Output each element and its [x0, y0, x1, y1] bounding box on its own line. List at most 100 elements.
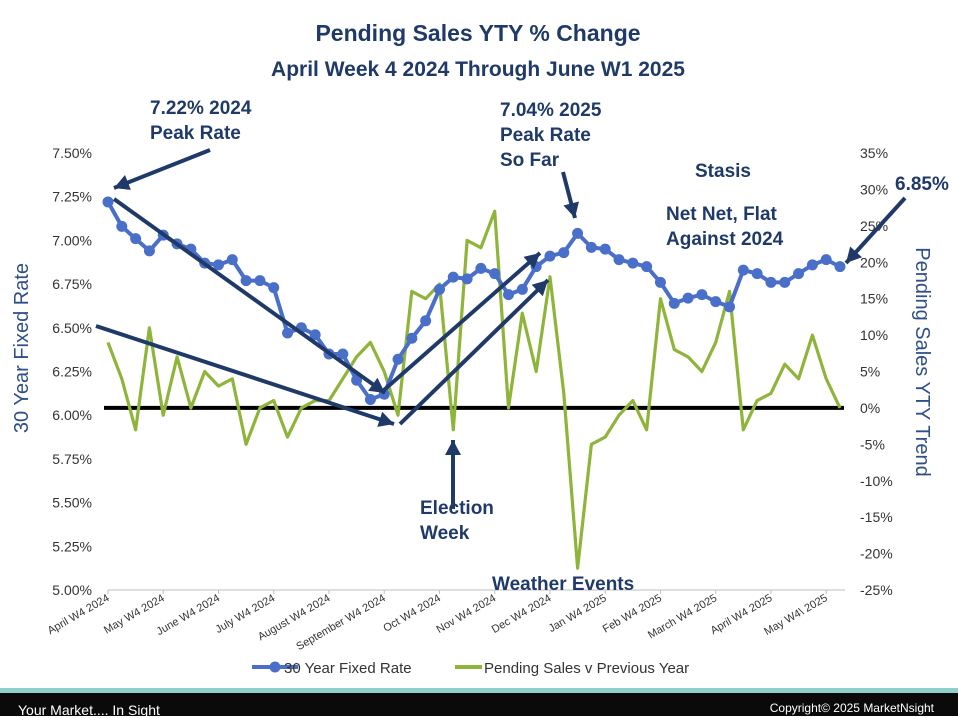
- left-tick-label: 6.25%: [52, 364, 92, 380]
- annotation-net-flat-line-1: Net Net, Flat: [666, 204, 778, 225]
- rate-point: [599, 243, 611, 255]
- arrow-election-head: [445, 440, 461, 455]
- arrow-trend-decline-head: [377, 411, 394, 427]
- annotation-election: Election Week: [420, 498, 499, 544]
- annotation-peak-2024-line-2: Peak Rate: [150, 123, 241, 144]
- rate-point: [254, 275, 266, 287]
- right-axis-label: Pending Sales YTY Trend: [911, 247, 933, 476]
- legend-pending-label: Pending Sales v Previous Year: [484, 660, 689, 677]
- annotation-peak-2025-line-1: 7.04% 2025: [500, 100, 602, 121]
- rate-point: [102, 196, 114, 208]
- rate-point: [765, 276, 777, 288]
- legend: 30 Year Fixed Rate Pending Sales v Previ…: [252, 660, 689, 677]
- right-tick-label: 20%: [860, 254, 888, 270]
- rate-point: [337, 348, 349, 360]
- arrow-pending-recovery: [398, 278, 550, 426]
- rate-point: [641, 261, 653, 273]
- chart: Pending Sales YTY % Change April Week 4 …: [11, 20, 949, 677]
- rate-point: [433, 283, 445, 295]
- rate-point: [226, 254, 238, 266]
- legend-rate-label: 30 Year Fixed Rate: [284, 660, 412, 677]
- rate-point: [364, 393, 376, 405]
- arrow-peak-2025-head: [563, 201, 579, 218]
- x-tick-label: April W4 2024: [46, 592, 112, 637]
- annotation-stasis: Stasis: [695, 161, 751, 182]
- rate-point: [751, 268, 763, 280]
- rate-point: [212, 259, 224, 271]
- series-line-pending-sales: [106, 209, 842, 570]
- rate-point: [351, 374, 363, 386]
- annotation-net-flat: Net Net, Flat Against 2024: [666, 204, 784, 250]
- arrow-rate-decline-head: [368, 377, 385, 393]
- right-tick-label: -10%: [860, 473, 893, 489]
- arrow-peak-2024: [113, 148, 211, 190]
- rate-point: [130, 233, 142, 245]
- rate-point: [116, 220, 128, 232]
- left-tick-label: 6.50%: [52, 320, 92, 336]
- annotation-election-line-1: Election: [420, 498, 494, 519]
- rate-point: [406, 332, 418, 344]
- right-axis-ticks: 35%30%25%20%15%10%5%0%-5%-10%-15%-20%-25…: [860, 145, 893, 598]
- rate-point: [309, 329, 321, 341]
- right-tick-label: 0%: [860, 400, 880, 416]
- arrow-trend-decline: [95, 324, 395, 426]
- left-axis-ticks: 7.50% 7.25% 7.00% 6.75% 6.50% 6.25% 6.00% 5.75%…: [52, 145, 92, 598]
- x-tick-label: Oct W4 2024: [381, 592, 443, 634]
- x-tick-label: Nov W4 2024: [434, 592, 498, 636]
- chart-subtitle: April Week 4 2024 Through June W1 2025: [271, 58, 685, 81]
- rate-point: [461, 273, 473, 285]
- rate-point: [834, 261, 846, 273]
- annotation-election-line-2: Week: [420, 523, 470, 544]
- left-tick-label: 6.00%: [52, 407, 92, 423]
- arrow-rate-decline: [112, 197, 387, 395]
- footer-copyright: Copyright© 2025 MarketNsight: [769, 701, 934, 715]
- rate-point: [240, 275, 252, 287]
- left-tick-label: 6.75%: [52, 276, 92, 292]
- rate-point: [489, 268, 501, 280]
- rate-point: [806, 259, 818, 271]
- arrow-rate-recovery-head: [523, 253, 540, 269]
- annotation-arrows: [95, 148, 907, 509]
- rate-point: [710, 296, 722, 308]
- rate-point: [475, 262, 487, 274]
- footer-accent-band: [0, 688, 958, 693]
- annotation-peak-2025-line-2: Peak Rate: [500, 125, 591, 146]
- right-tick-label: -20%: [860, 546, 893, 562]
- annotations: 7.22% 2024 Peak Rate 7.04% 2025 Peak Rat…: [150, 98, 949, 595]
- left-tick-label: 5.75%: [52, 451, 92, 467]
- rate-point: [668, 297, 680, 309]
- left-tick-label: 7.25%: [52, 189, 92, 205]
- rate-point: [613, 254, 625, 266]
- rate-point: [447, 271, 459, 283]
- rate-point: [572, 227, 584, 239]
- rate-point: [724, 301, 736, 313]
- rate-point: [268, 282, 280, 294]
- annotation-peak-2025: 7.04% 2025 Peak Rate So Far: [500, 100, 607, 171]
- rate-point: [820, 254, 832, 266]
- rate-point: [654, 276, 666, 288]
- arrow-peak-2024-head: [114, 175, 131, 190]
- rate-point: [420, 315, 432, 327]
- rate-point: [793, 268, 805, 280]
- rate-point: [682, 292, 694, 304]
- rate-point: [779, 276, 791, 288]
- right-tick-label: -25%: [860, 582, 893, 598]
- annotation-weather: Weather Events: [492, 574, 634, 595]
- left-tick-label: 7.50%: [52, 145, 92, 161]
- right-tick-label: 10%: [860, 327, 888, 343]
- rate-point: [143, 245, 155, 257]
- right-tick-label: 15%: [860, 291, 888, 307]
- x-tick-label: Jan W4 2025: [547, 592, 609, 635]
- arrow-current-rate-head: [846, 246, 863, 263]
- left-tick-label: 5.25%: [52, 538, 92, 554]
- rate-point: [544, 250, 556, 262]
- rate-point: [282, 327, 294, 339]
- rate-point: [503, 289, 515, 301]
- arrow-rate-recovery: [382, 251, 542, 392]
- rate-point: [516, 283, 528, 295]
- left-axis-label: 30 Year Fixed Rate: [11, 263, 33, 433]
- annotation-current-rate: 6.85%: [895, 174, 949, 195]
- annotation-net-flat-line-2: Against 2024: [666, 229, 784, 250]
- annotation-peak-2024-line-1: 7.22% 2024: [150, 98, 252, 119]
- left-tick-label: 5.00%: [52, 582, 92, 598]
